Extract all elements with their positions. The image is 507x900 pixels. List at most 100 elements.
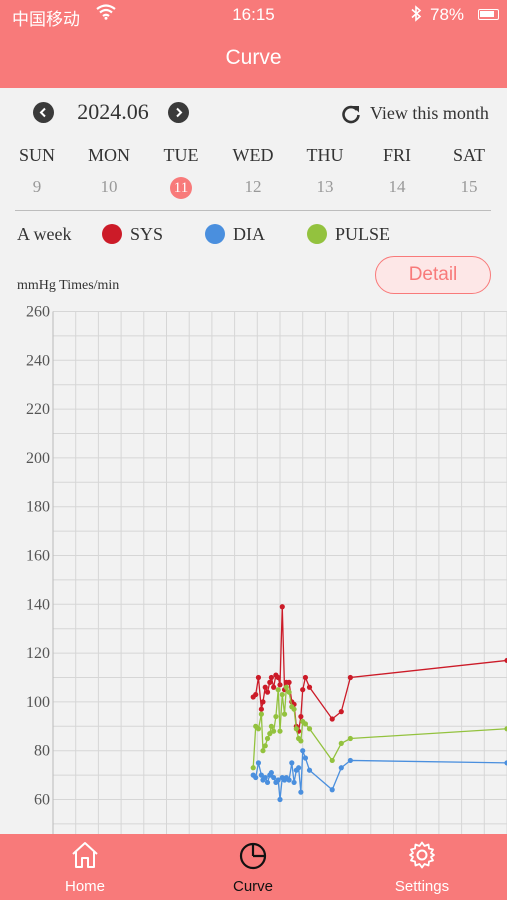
data-point-pulse[interactable] — [267, 731, 273, 737]
carrier-name: 中国移动 — [12, 10, 80, 29]
data-point-sys[interactable] — [277, 682, 283, 688]
data-point-dia[interactable] — [306, 767, 313, 773]
data-point-dia[interactable] — [264, 779, 271, 786]
data-point-dia[interactable] — [253, 774, 259, 781]
home-icon — [72, 842, 98, 868]
curve-icon — [239, 842, 267, 870]
data-point-sys[interactable] — [264, 689, 271, 695]
data-point-pulse[interactable] — [306, 726, 313, 732]
data-point-pulse[interactable] — [268, 723, 274, 729]
date-cell[interactable]: 9 — [32, 177, 42, 196]
legend-dot-pulse — [307, 224, 327, 244]
data-point-dia[interactable] — [338, 765, 344, 771]
tab-settings[interactable]: Settings — [362, 834, 482, 900]
data-point-pulse[interactable] — [250, 765, 256, 771]
data-point-sys[interactable] — [298, 713, 304, 720]
y-tick-label: 220 — [26, 401, 50, 418]
date-cell[interactable]: 14 — [388, 177, 406, 196]
data-point-dia[interactable] — [289, 760, 295, 766]
data-point-dia[interactable] — [275, 777, 281, 783]
data-point-pulse[interactable] — [329, 757, 335, 764]
data-point-pulse[interactable] — [291, 706, 297, 712]
bluetooth-icon — [410, 5, 422, 26]
data-point-dia[interactable] — [298, 789, 304, 795]
tab-curve[interactable]: Curve — [193, 834, 313, 900]
data-point-sys[interactable] — [275, 674, 281, 681]
status-bar: 中国移动 16:15 78% — [0, 0, 507, 30]
data-point-sys[interactable] — [268, 674, 274, 681]
data-point-sys[interactable] — [300, 687, 306, 693]
tab-home[interactable]: Home — [25, 834, 145, 900]
data-point-sys[interactable] — [262, 684, 268, 690]
data-point-dia[interactable] — [277, 796, 283, 803]
data-point-sys[interactable] — [260, 699, 266, 705]
next-week-button[interactable] — [168, 102, 189, 123]
data-point-pulse[interactable] — [283, 684, 289, 690]
data-point-pulse[interactable] — [286, 689, 292, 695]
chevron-left-icon — [39, 107, 46, 118]
data-point-dia[interactable] — [296, 765, 302, 771]
data-point-dia[interactable] — [291, 779, 297, 786]
data-point-sys[interactable] — [347, 674, 353, 681]
data-point-sys[interactable] — [279, 604, 285, 610]
data-point-sys[interactable] — [504, 657, 507, 664]
data-point-sys[interactable] — [329, 716, 335, 722]
detail-button[interactable]: Detail — [375, 256, 491, 294]
date-cell[interactable]: 13 — [316, 177, 334, 196]
data-point-pulse[interactable] — [338, 740, 344, 746]
date-cell[interactable]: 10 — [100, 177, 118, 196]
data-point-pulse[interactable] — [298, 738, 304, 744]
data-point-dia[interactable] — [255, 760, 262, 766]
y-tick-label: 60 — [34, 792, 50, 809]
data-point-pulse[interactable] — [277, 728, 283, 734]
data-point-dia[interactable] — [286, 777, 292, 783]
data-point-dia[interactable] — [347, 757, 353, 764]
data-point-pulse[interactable] — [260, 748, 266, 754]
data-point-pulse[interactable] — [281, 711, 288, 717]
date-cell-selected[interactable]: 11 — [145, 177, 217, 199]
data-point-sys[interactable] — [306, 684, 313, 690]
data-point-dia[interactable] — [258, 772, 264, 778]
data-point-pulse[interactable] — [258, 711, 264, 717]
previous-week-button[interactable] — [33, 102, 54, 123]
nav-bar: Curve — [0, 30, 507, 88]
data-point-sys[interactable] — [255, 674, 262, 681]
data-point-pulse[interactable] — [347, 735, 353, 742]
data-point-pulse[interactable] — [293, 726, 299, 732]
date-cell[interactable]: 12 — [244, 177, 262, 196]
data-point-sys[interactable] — [258, 706, 264, 712]
data-point-dia[interactable] — [268, 770, 274, 776]
data-point-pulse[interactable] — [279, 691, 285, 698]
weekday-label: SAT — [452, 145, 485, 165]
data-point-dia[interactable] — [300, 748, 306, 754]
data-point-sys[interactable] — [302, 674, 309, 681]
range-label: A week — [17, 224, 72, 244]
data-point-dia[interactable] — [302, 755, 309, 761]
unit-label: mmHg Times/min — [17, 278, 120, 293]
data-point-pulse[interactable] — [273, 713, 279, 720]
data-point-dia[interactable] — [329, 787, 335, 793]
month-selector: 2024.06 View this month — [0, 96, 507, 130]
data-point-pulse[interactable] — [271, 728, 277, 734]
data-point-pulse[interactable] — [264, 735, 271, 742]
data-point-sys[interactable] — [271, 684, 277, 690]
weekday-label: FRI — [382, 145, 411, 165]
data-point-pulse[interactable] — [262, 743, 268, 749]
data-point-sys[interactable] — [286, 679, 292, 685]
legend-row: A week SYS DIA PULSE — [0, 222, 507, 248]
data-point-pulse[interactable] — [302, 721, 309, 727]
week-dates: 9 10 11 12 13 14 15 — [0, 177, 507, 201]
data-point-pulse[interactable] — [504, 726, 507, 732]
data-point-sys[interactable] — [267, 679, 273, 685]
data-point-pulse[interactable] — [275, 687, 281, 693]
data-point-sys[interactable] — [338, 709, 344, 715]
data-point-dia[interactable] — [504, 760, 507, 766]
data-point-sys[interactable] — [253, 691, 259, 698]
blood-pressure-chart[interactable]: 260 240 220 200 180 160 140 120 100 80 60 — [0, 296, 507, 834]
battery-percentage: 78% — [430, 5, 465, 24]
data-point-dia[interactable] — [262, 774, 268, 781]
data-point-pulse[interactable] — [255, 726, 262, 732]
tab-label-home: Home — [64, 878, 105, 895]
date-cell[interactable]: 15 — [460, 177, 478, 196]
data-point-dia[interactable] — [271, 774, 277, 781]
